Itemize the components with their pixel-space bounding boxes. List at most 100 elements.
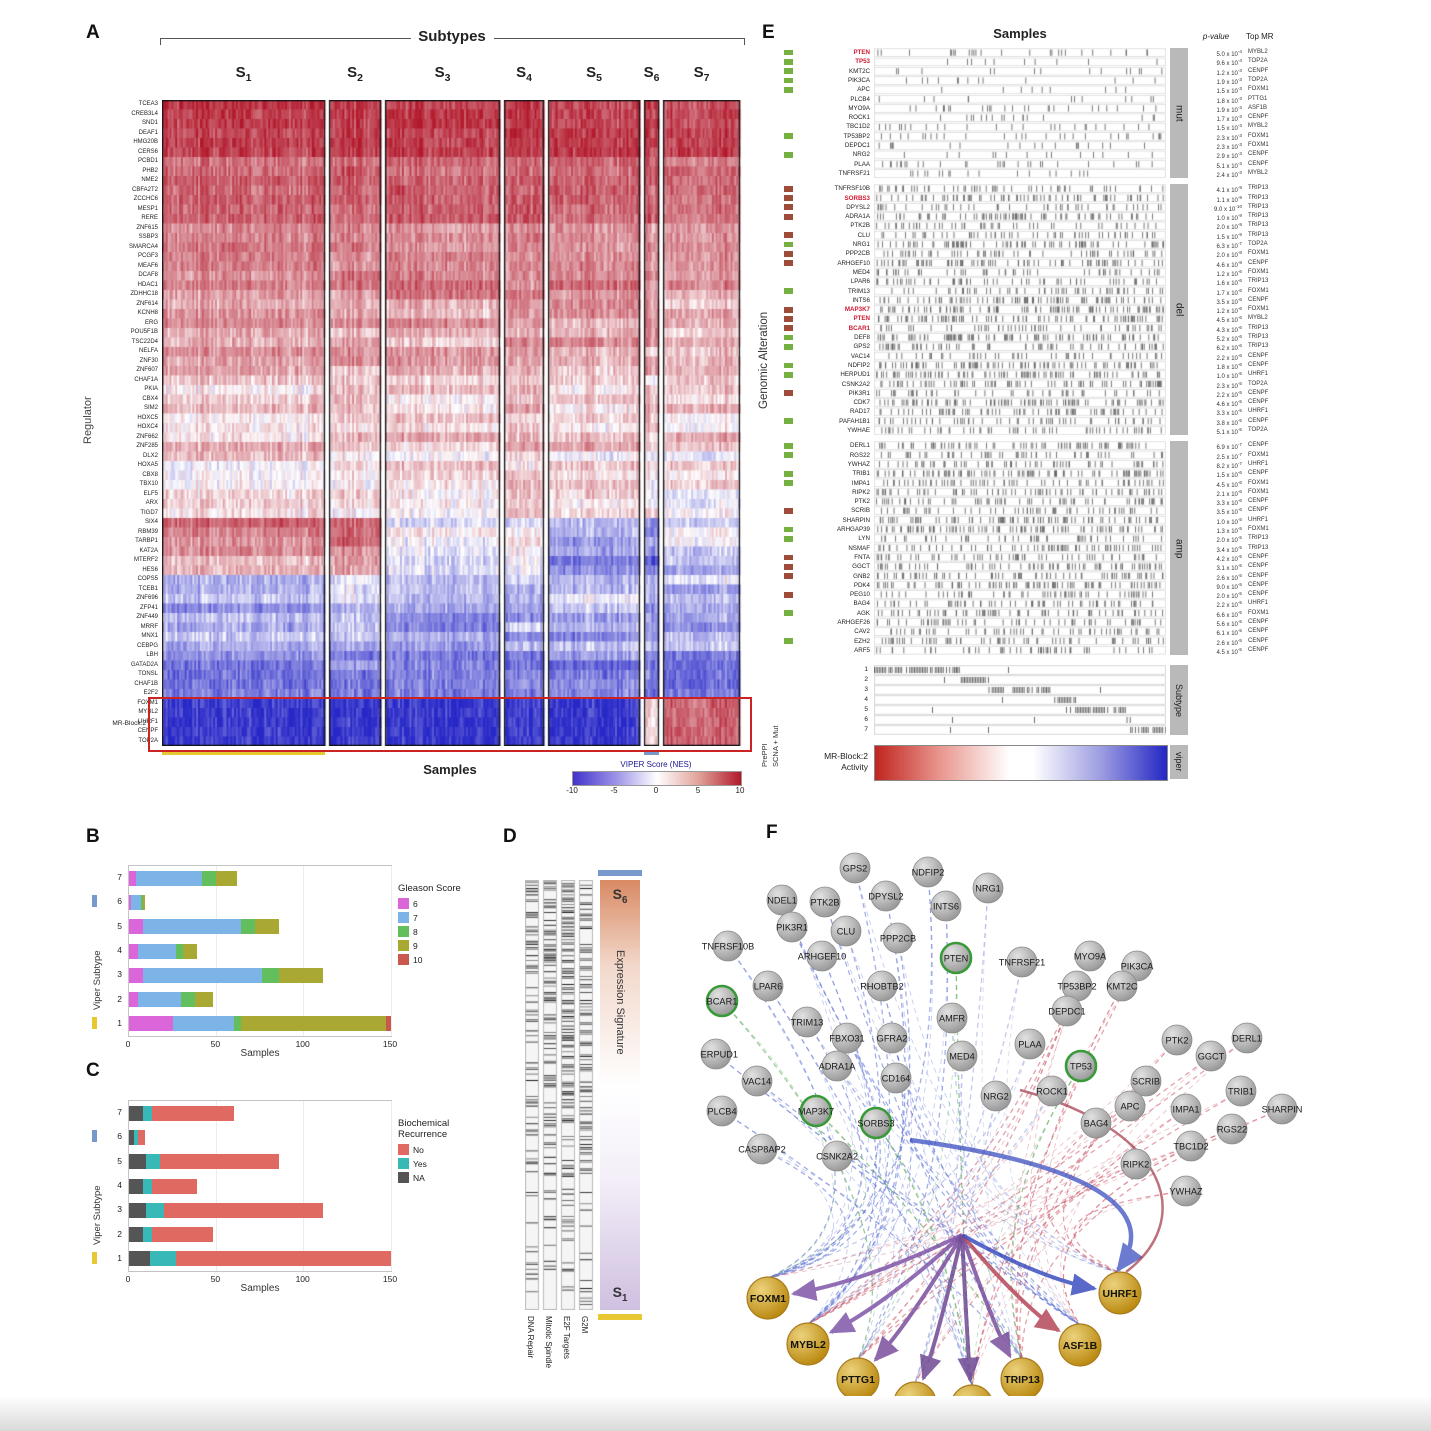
network-node-label: KMT2C xyxy=(1106,982,1138,992)
network-edge xyxy=(761,1148,973,1387)
regulator-label: KAT2A xyxy=(139,547,158,554)
e-top-mr: TRIP13 xyxy=(1248,194,1269,201)
e-pvalue: 2.0 x 10-9 xyxy=(1216,222,1242,232)
regulator-label: ZNF285 xyxy=(136,443,158,449)
activity-gradient-bar xyxy=(874,745,1168,782)
bar-segment xyxy=(137,943,177,959)
network-node-YWHAZ xyxy=(1170,1175,1202,1207)
bar-segment xyxy=(160,1154,280,1170)
y-tick-label: 3 xyxy=(117,1204,122,1215)
regulator-label: ELF5 xyxy=(143,490,158,497)
network-node-VAC14 xyxy=(741,1065,773,1097)
gridline xyxy=(215,866,217,1036)
gridline xyxy=(303,866,305,1036)
network-node-label: TNFRSF21 xyxy=(999,958,1045,968)
e-top-mr: UHRF1 xyxy=(1248,408,1269,415)
regulator-label: POU5F1B xyxy=(130,329,158,335)
subtype-row-marker xyxy=(92,895,97,908)
e-pvalue: 2.2 x 10-5 xyxy=(1216,600,1242,610)
e-pvalue: 1.2 x 10-6 xyxy=(1216,306,1242,316)
gridline xyxy=(390,1101,392,1271)
e-top-mr: UHRF1 xyxy=(1248,371,1269,378)
network-edge xyxy=(990,1095,1081,1326)
network-node-GGCT xyxy=(1195,1040,1227,1072)
legend-label: 10 xyxy=(413,954,423,965)
e-gene-label: TNFRSF10B xyxy=(834,185,870,193)
network-node-INTS6 xyxy=(930,890,962,922)
e-gene-label: APC xyxy=(857,86,870,94)
scna-mut-label: SCNA + Mut xyxy=(771,725,780,768)
e-gene-label: PAFAH1B1 xyxy=(839,417,870,425)
e-pvalue: 3.3 x 10-6 xyxy=(1216,498,1242,508)
legend-swatch xyxy=(398,954,409,965)
e-top-mr: TOP2A xyxy=(1248,427,1268,433)
network-node-FBXO31 xyxy=(831,1022,863,1054)
thick-red-sweep xyxy=(1019,1088,1164,1273)
network-node-label: LPAR6 xyxy=(754,982,782,992)
regulator-label: ZDHHC18 xyxy=(130,291,158,297)
network-node-label: ADRA1A xyxy=(819,1062,857,1072)
network-node-NRG1 xyxy=(972,872,1004,904)
d-s6-marker xyxy=(598,870,642,876)
e-top-mr: CENPF xyxy=(1248,442,1269,449)
gridline xyxy=(215,1101,217,1271)
bar-segment xyxy=(129,1129,135,1145)
regulator-label: CBX8 xyxy=(142,471,158,478)
e-pvalue: 1.6 x 10-6 xyxy=(1216,278,1242,288)
strip-top-label: S6 xyxy=(612,886,628,906)
legend-label: 6 xyxy=(413,898,418,909)
bar-segment xyxy=(142,1227,152,1243)
e-pvalue: 1.5 x 10-3 xyxy=(1216,123,1242,133)
e-gene-label: DEF8 xyxy=(854,334,870,341)
regulator-label: PHB2 xyxy=(142,167,158,174)
viper-colorbar-title: VIPER Score (NES) xyxy=(620,760,692,769)
hub-node-label: ASF1B xyxy=(1063,1340,1098,1352)
e-top-mr: CENPF xyxy=(1248,507,1269,514)
network-node-label: CD164 xyxy=(882,1074,911,1084)
subtypes-bracket-right xyxy=(494,38,745,45)
hub-arrow-CENPF xyxy=(957,1234,980,1383)
colorbar-tick: 10 xyxy=(735,786,745,795)
d-column-label: Mitotic Spindle xyxy=(544,1316,553,1369)
bar-segment xyxy=(385,1016,391,1032)
e-top-mr: FOXM1 xyxy=(1248,526,1269,532)
network-node-PIK3R1 xyxy=(776,911,808,943)
network-node-SORBS3 xyxy=(859,1106,893,1140)
panel-e-letter: E xyxy=(762,22,775,43)
network-node-IMPA1 xyxy=(1170,1093,1202,1125)
e-gene-label: NSMAF xyxy=(848,544,870,552)
y-tick-label: 6 xyxy=(117,896,122,907)
regulator-label: ZNF30 xyxy=(139,357,158,364)
regulator-label: ARX xyxy=(145,500,158,506)
hub-arrow-PTTG1 xyxy=(873,1233,964,1362)
alteration-indicator xyxy=(784,49,793,56)
e-gene-label: YWHAE xyxy=(847,427,870,434)
network-edge xyxy=(807,1037,887,1325)
e-pvalue: 4.2 x 10-5 xyxy=(1216,553,1242,563)
bar-segment xyxy=(195,992,213,1008)
e-gene-label: LPAR6 xyxy=(850,278,870,286)
network-edge xyxy=(807,1090,1242,1325)
e-gene-label: PTK2B xyxy=(850,222,870,230)
network-edge xyxy=(767,1090,1053,1279)
subtype-label-S2: S2 xyxy=(347,64,363,84)
bar-segment xyxy=(240,1016,386,1032)
network-node-PLAA xyxy=(1014,1028,1046,1060)
regulator-label: DLX2 xyxy=(142,452,158,459)
e-top-mr: CENPF xyxy=(1248,572,1269,579)
e-top-mr: FOXM1 xyxy=(1248,488,1269,495)
network-node-PPP2CB xyxy=(882,922,914,954)
network-node-PTK2 xyxy=(1161,1024,1193,1056)
e-top-mr: FOXM1 xyxy=(1248,132,1269,139)
bar-segment xyxy=(142,1178,152,1194)
hub-node-label: UHRF1 xyxy=(1102,1288,1137,1300)
hub-arrow-MYBL2 xyxy=(828,1233,964,1334)
e-gene-label: MYO9A xyxy=(848,104,870,112)
y-tick-label: 2 xyxy=(117,1228,122,1239)
network-node-label: GFRA2 xyxy=(877,1034,908,1044)
bar-segment xyxy=(129,870,136,886)
y-tick-label: 6 xyxy=(117,1131,122,1142)
bar-segment xyxy=(183,943,198,959)
e-section-sidebar: del xyxy=(1170,184,1188,436)
e-gene-label: INTS6 xyxy=(852,296,870,304)
